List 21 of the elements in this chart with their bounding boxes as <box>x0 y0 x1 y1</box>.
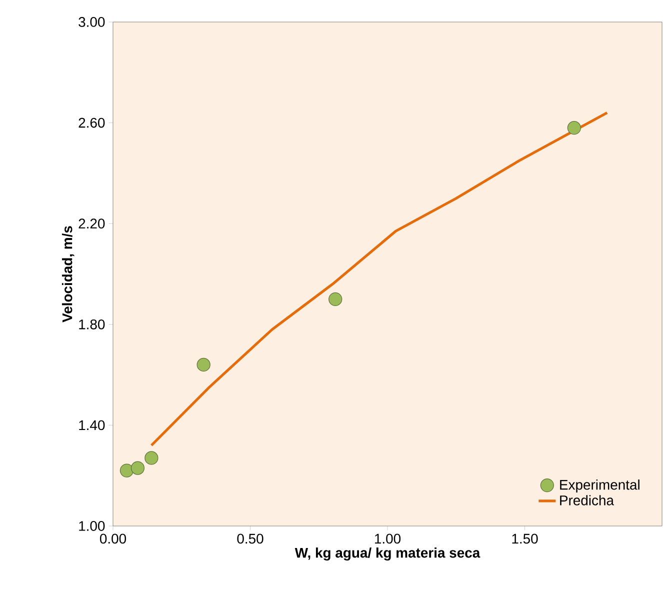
y-axis-title: Velocidad, m/s <box>62 226 74 322</box>
x-tick-label: 1.00 <box>374 534 401 544</box>
point <box>130 461 145 475</box>
legend-label: Experimental <box>560 480 640 493</box>
x-tick-label: 0.00 <box>100 534 126 544</box>
x-tick-label: 1.50 <box>512 534 538 544</box>
x-tick-label: 0.50 <box>237 534 264 544</box>
legend-label: Predicha <box>560 495 614 506</box>
y-tick-label: 1.80 <box>79 319 105 330</box>
point <box>144 451 158 465</box>
y-tick-label: 3.00 <box>78 17 105 27</box>
y-tick-label: 1.40 <box>79 420 105 430</box>
point <box>196 358 210 372</box>
point <box>567 121 581 135</box>
y-tick-label: 1.00 <box>79 521 105 531</box>
x-axis-title: W, kg agua/ kg materia seca <box>294 547 480 561</box>
point <box>328 292 342 306</box>
line-series <box>150 111 608 447</box>
point <box>120 464 134 478</box>
y-tick-label: 2.20 <box>78 218 105 229</box>
y-tick-label: 2.60 <box>78 118 105 128</box>
